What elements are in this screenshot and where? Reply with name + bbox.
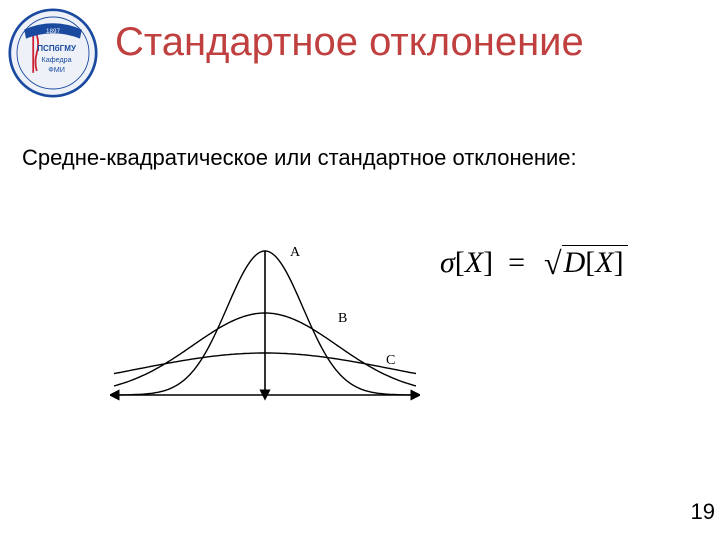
slide-title: Стандартное отклонение bbox=[115, 20, 710, 65]
formula-rhs-var: X bbox=[595, 246, 613, 279]
logo-line2: Кафедра bbox=[42, 55, 72, 64]
logo-year: 1897 bbox=[46, 28, 61, 35]
curve-label-b: B bbox=[338, 311, 347, 327]
page-number: 19 bbox=[691, 499, 715, 525]
sqrt-symbol: √ bbox=[544, 245, 562, 281]
curve-label-a: A bbox=[290, 245, 300, 261]
formula-rhs-func: D bbox=[564, 246, 586, 279]
formula-lhs-var: X bbox=[465, 246, 483, 279]
sigma-formula: σ[X] = √D[X] bbox=[440, 245, 628, 282]
slide-subtitle: Средне-квадратическое или стандартное от… bbox=[22, 145, 577, 171]
institution-logo: 1897 ПСПбГМУ Кафедра ФМИ bbox=[8, 8, 98, 98]
logo-line1: ПСПбГМУ bbox=[37, 44, 77, 53]
formula-sigma: σ bbox=[440, 246, 455, 279]
normal-curves-chart: A B C bbox=[110, 235, 420, 445]
curve-label-c: C bbox=[386, 353, 395, 369]
logo-line3: ФМИ bbox=[48, 65, 65, 74]
